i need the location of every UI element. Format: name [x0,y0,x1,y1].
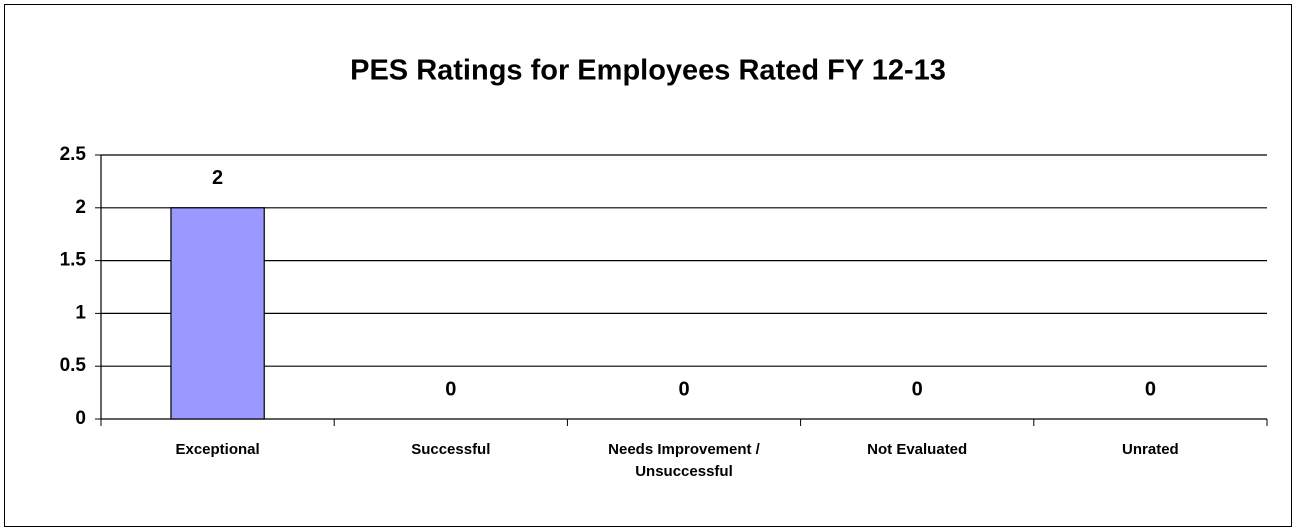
y-tick-label: 0.5 [60,355,87,376]
data-label: 0 [678,378,689,400]
y-tick-label: 1 [75,302,86,323]
x-tick-label: Unrated [1122,441,1179,458]
y-tick-label: 2 [75,197,86,218]
data-label: 2 [212,167,223,189]
data-label: 0 [445,378,456,400]
x-tick-label: Needs Improvement / Unsuccessful [608,441,760,480]
data-label: 0 [912,378,923,400]
y-tick-label: 2.5 [60,144,87,165]
y-tick-label: 1.5 [60,250,87,271]
x-tick-label: Successful [411,441,491,458]
x-tick-label: Exceptional [175,441,260,458]
chart-title: PES Ratings for Employees Rated FY 12-13 [350,55,946,87]
bar [170,207,265,420]
data-label: 0 [1145,378,1156,400]
y-tick-label: 0 [75,408,86,429]
x-tick-label: Not Evaluated [867,441,968,458]
